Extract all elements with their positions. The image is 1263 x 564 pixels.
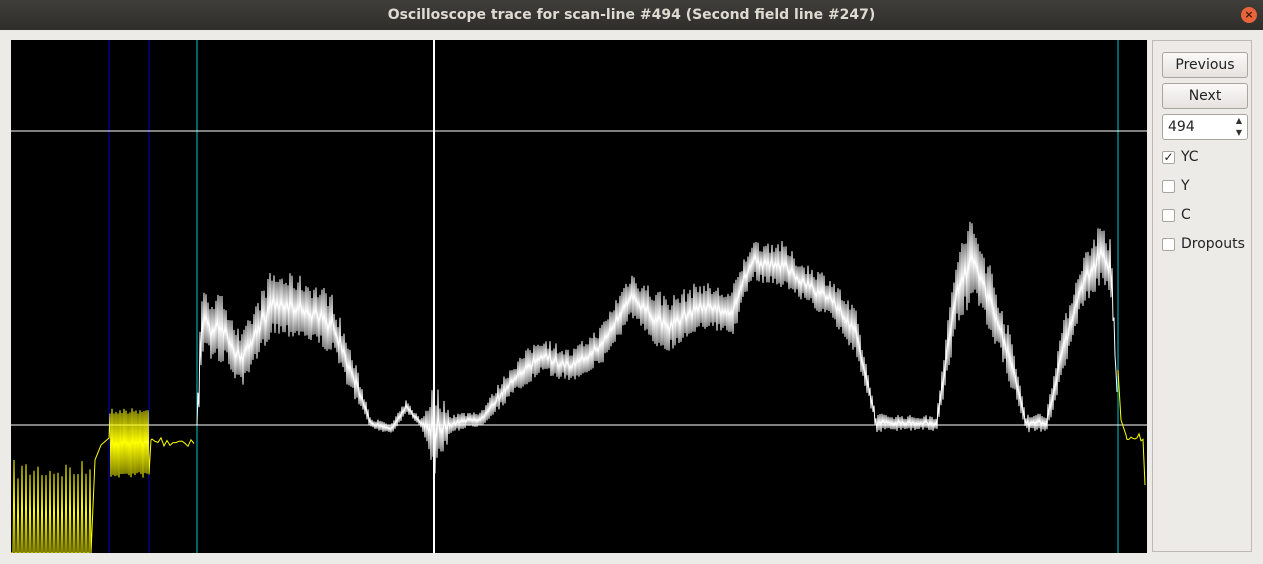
- spin-arrows[interactable]: ▲ ▼: [1231, 115, 1247, 139]
- checkbox-yc[interactable]: ✓ YC: [1162, 147, 1199, 167]
- checkbox-c[interactable]: C: [1162, 205, 1191, 225]
- sync-trace: [11, 408, 195, 553]
- title-bar: Oscilloscope trace for scan-line #494 (S…: [0, 0, 1263, 30]
- spin-up-icon[interactable]: ▲: [1235, 116, 1243, 125]
- line-number-input[interactable]: [1163, 115, 1234, 139]
- sync-trace-tail: [1117, 369, 1146, 486]
- checkbox-dropouts-label: Dropouts: [1181, 236, 1245, 252]
- checkbox-y-label: Y: [1181, 178, 1190, 194]
- line-number-spinbox[interactable]: ▲ ▼: [1162, 114, 1248, 140]
- next-button[interactable]: Next: [1162, 83, 1248, 109]
- active-video-trace: [196, 221, 1118, 474]
- control-panel: Previous Next ▲ ▼ ✓ YC Y C Dropouts: [1152, 40, 1252, 552]
- previous-button[interactable]: Previous: [1162, 52, 1248, 78]
- checkbox-dropouts-box[interactable]: [1162, 237, 1175, 251]
- checkbox-dropouts[interactable]: Dropouts: [1162, 234, 1245, 254]
- checkbox-c-label: C: [1181, 207, 1191, 223]
- checkbox-yc-label: YC: [1181, 149, 1199, 165]
- checkbox-c-box[interactable]: [1162, 208, 1175, 222]
- window-title: Oscilloscope trace for scan-line #494 (S…: [387, 7, 876, 23]
- oscilloscope-display: [11, 40, 1147, 553]
- spin-down-icon[interactable]: ▼: [1235, 128, 1243, 137]
- checkbox-y[interactable]: Y: [1162, 176, 1190, 196]
- checkbox-y-box[interactable]: [1162, 179, 1175, 193]
- close-icon[interactable]: ×: [1241, 7, 1257, 23]
- checkbox-yc-box[interactable]: ✓: [1162, 149, 1175, 164]
